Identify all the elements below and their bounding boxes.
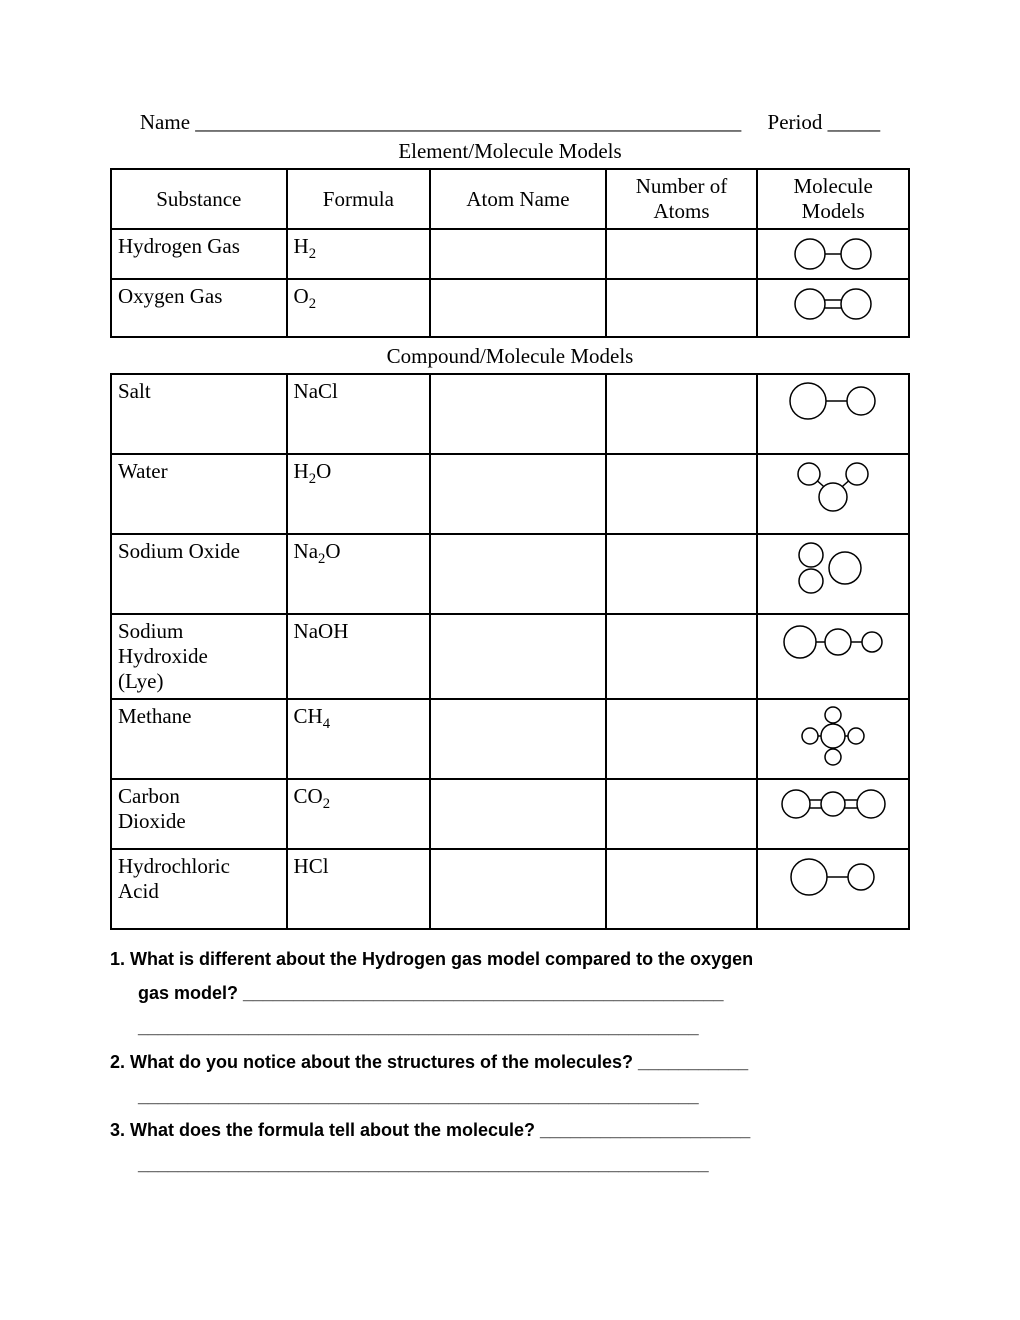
cell-substance: Carbon Dioxide: [111, 779, 287, 849]
table-row: Salt NaCl: [111, 374, 909, 454]
q2-line1: 2. What do you notice about the structur…: [110, 1045, 910, 1079]
col-substance: Substance: [111, 169, 287, 229]
cell-atom-name: [430, 534, 606, 614]
table-row: Hydrochloric Acid HCl: [111, 849, 909, 929]
q1-line2: gas model? _____________________________…: [110, 976, 910, 1010]
cell-atom-name: [430, 614, 606, 699]
table-row: Methane CH4: [111, 699, 909, 779]
cell-model: [757, 454, 909, 534]
table-row: Hydrogen Gas H2: [111, 229, 909, 279]
table-row: Carbon Dioxide CO2: [111, 779, 909, 849]
cell-formula: NaCl: [287, 374, 431, 454]
table-header-row: Substance Formula Atom Name Number of At…: [111, 169, 909, 229]
table1-title: Element/Molecule Models: [110, 139, 910, 164]
cell-atom-name: [430, 849, 606, 929]
cell-model: [757, 279, 909, 337]
element-table: Substance Formula Atom Name Number of At…: [110, 168, 910, 338]
cell-number: [606, 534, 758, 614]
na2o-model-icon: [783, 539, 883, 597]
cell-model: [757, 374, 909, 454]
col-molecule-models: Molecule Models: [757, 169, 909, 229]
cell-atom-name: [430, 779, 606, 849]
cell-substance: Methane: [111, 699, 287, 779]
cell-formula: H2: [287, 229, 431, 279]
cell-number: [606, 229, 758, 279]
cell-number: [606, 849, 758, 929]
q1-line1: 1. What is different about the Hydrogen …: [110, 942, 910, 976]
cell-atom-name: [430, 454, 606, 534]
q3-line2: ________________________________________…: [110, 1147, 910, 1181]
q2-line2: ________________________________________…: [110, 1079, 910, 1113]
cell-model: [757, 229, 909, 279]
cell-model: [757, 534, 909, 614]
col-mod-l1: Molecule: [794, 174, 873, 198]
worksheet-page: Name ___________________________________…: [0, 0, 1020, 1181]
col-mod-l2: Models: [802, 199, 865, 223]
table2-title: Compound/Molecule Models: [110, 344, 910, 369]
cell-substance: Salt: [111, 374, 287, 454]
table-row: Sodium Oxide Na2O: [111, 534, 909, 614]
cell-formula: O2: [287, 279, 431, 337]
cell-atom-name: [430, 279, 606, 337]
name-label: Name ___________________________________…: [140, 110, 741, 134]
cell-substance: Water: [111, 454, 287, 534]
cell-formula: NaOH: [287, 614, 431, 699]
cell-formula: H2O: [287, 454, 431, 534]
cell-model: [757, 849, 909, 929]
nacl-model-icon: [783, 379, 883, 423]
cell-formula: Na2O: [287, 534, 431, 614]
period-label: Period _____: [768, 110, 881, 134]
naoh-model-icon: [778, 619, 888, 665]
o2-model-icon: [788, 284, 878, 324]
cell-number: [606, 779, 758, 849]
cell-atom-name: [430, 229, 606, 279]
cell-model: [757, 699, 909, 779]
cell-substance: Sodium Oxide: [111, 534, 287, 614]
cell-atom-name: [430, 374, 606, 454]
cell-formula: HCl: [287, 849, 431, 929]
compound-table: Salt NaCl Water H2O: [110, 373, 910, 930]
table-row: Sodium Hydroxide (Lye) NaOH: [111, 614, 909, 699]
cell-formula: CH4: [287, 699, 431, 779]
cell-model: [757, 614, 909, 699]
col-atom-name: Atom Name: [430, 169, 606, 229]
q3-line1: 3. What does the formula tell about the …: [110, 1113, 910, 1147]
hcl-model-icon: [783, 854, 883, 900]
col-num-l1: Number of: [636, 174, 728, 198]
h2o-model-icon: [783, 459, 883, 514]
col-number-atoms: Number of Atoms: [606, 169, 758, 229]
cell-model: [757, 779, 909, 849]
cell-number: [606, 279, 758, 337]
table-row: Oxygen Gas O2: [111, 279, 909, 337]
cell-substance: Sodium Hydroxide (Lye): [111, 614, 287, 699]
q1-line3: ________________________________________…: [110, 1010, 910, 1044]
ch4-model-icon: [788, 704, 878, 769]
cell-substance: Hydrogen Gas: [111, 229, 287, 279]
cell-atom-name: [430, 699, 606, 779]
cell-number: [606, 614, 758, 699]
col-num-l2: Atoms: [654, 199, 710, 223]
h2-model-icon: [788, 234, 878, 274]
cell-number: [606, 454, 758, 534]
cell-substance: Hydrochloric Acid: [111, 849, 287, 929]
cell-substance: Oxygen Gas: [111, 279, 287, 337]
table-row: Water H2O: [111, 454, 909, 534]
col-formula: Formula: [287, 169, 431, 229]
name-period-line: Name ___________________________________…: [110, 110, 910, 135]
cell-formula: CO2: [287, 779, 431, 849]
cell-number: [606, 374, 758, 454]
cell-number: [606, 699, 758, 779]
questions-block: 1. What is different about the Hydrogen …: [110, 942, 910, 1181]
co2-model-icon: [776, 784, 891, 824]
